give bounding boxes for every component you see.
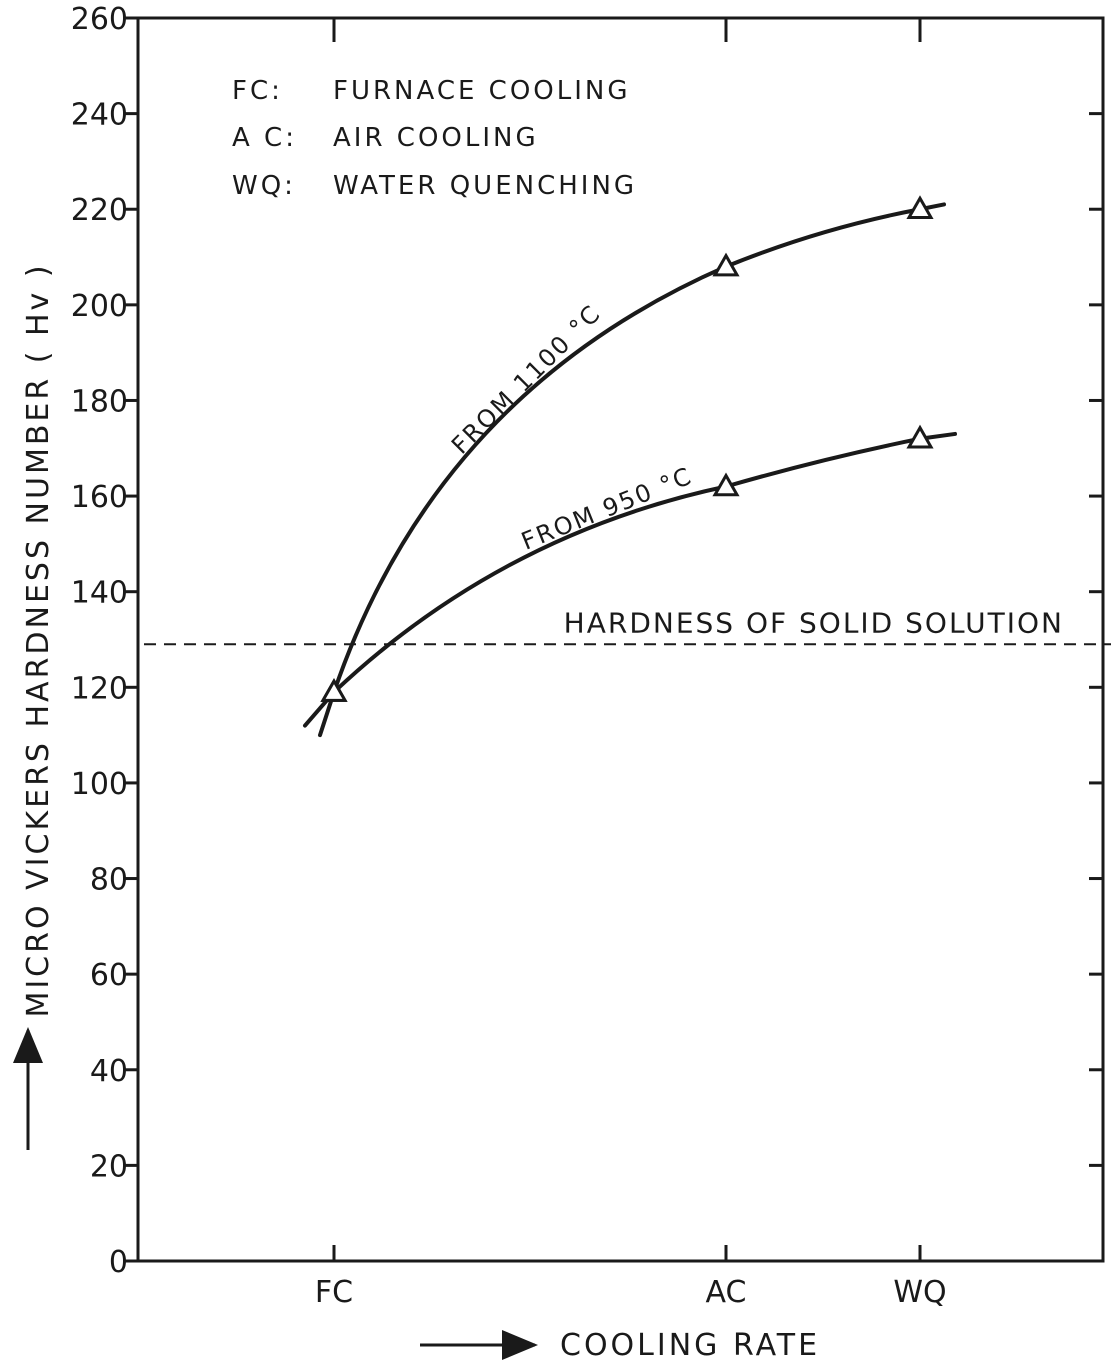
y-tick-label: 60	[90, 958, 128, 993]
y-tick-label: 180	[71, 384, 128, 419]
legend-abbr-ac: A C:	[232, 123, 297, 153]
y-tick-label: 20	[90, 1149, 128, 1184]
reference-line-label: HARDNESS OF SOLID SOLUTION	[564, 606, 1064, 639]
y-tick-label: 240	[71, 98, 128, 133]
x-axis-tick-labels: FC AC WQ	[315, 1275, 947, 1310]
y-tick-label: 200	[71, 289, 128, 324]
y-axis-title-group: MICRO VICKERS HARDNESS NUMBER ( Hv )	[21, 262, 56, 1017]
x-tick-label: AC	[706, 1275, 747, 1310]
y-tick-label: 160	[71, 480, 128, 515]
legend-text-fc: FURNACE COOLING	[333, 76, 631, 106]
y-axis-ticks	[124, 16, 1103, 1263]
x-tick-label: WQ	[893, 1275, 946, 1310]
data-point-triangle	[712, 472, 740, 497]
series-line-0	[318, 202, 946, 738]
y-tick-label: 120	[71, 671, 128, 706]
data-point-triangle	[906, 195, 934, 219]
legend-text-ac: AIR COOLING	[333, 123, 539, 153]
y-axis-title: MICRO VICKERS HARDNESS NUMBER ( Hv )	[21, 262, 56, 1017]
y-tick-label: 40	[90, 1054, 128, 1089]
series-label-1100: FROM 1100 °C	[446, 299, 607, 460]
series-label-950: FROM 950 °C	[517, 462, 696, 556]
x-tick-label: FC	[315, 1275, 353, 1310]
series-line-1	[303, 431, 957, 728]
y-tick-label: 0	[109, 1245, 128, 1280]
legend-text-wq: WATER QUENCHING	[333, 171, 637, 201]
y-axis-tick-labels: 0 20 40 60 80 100 120 140 160 180 200 220 240 260	[71, 2, 128, 1280]
plot-frame	[136, 16, 1105, 1263]
series-group	[303, 195, 957, 738]
y-tick-label: 260	[71, 2, 128, 37]
data-point-triangle	[320, 678, 348, 702]
y-tick-label: 220	[71, 193, 128, 228]
y-tick-label: 100	[71, 767, 128, 802]
y-tick-label: 80	[90, 863, 128, 898]
x-axis-ticks	[332, 18, 922, 1261]
data-point-triangle	[906, 424, 934, 449]
legend: FC: FURNACE COOLING A C: AIR COOLING WQ:…	[232, 76, 637, 201]
legend-abbr-fc: FC:	[232, 76, 283, 106]
legend-abbr-wq: WQ:	[232, 171, 296, 201]
x-axis-title: COOLING RATE	[560, 1328, 820, 1363]
y-tick-label: 140	[71, 576, 128, 611]
data-point-triangle	[712, 252, 740, 277]
